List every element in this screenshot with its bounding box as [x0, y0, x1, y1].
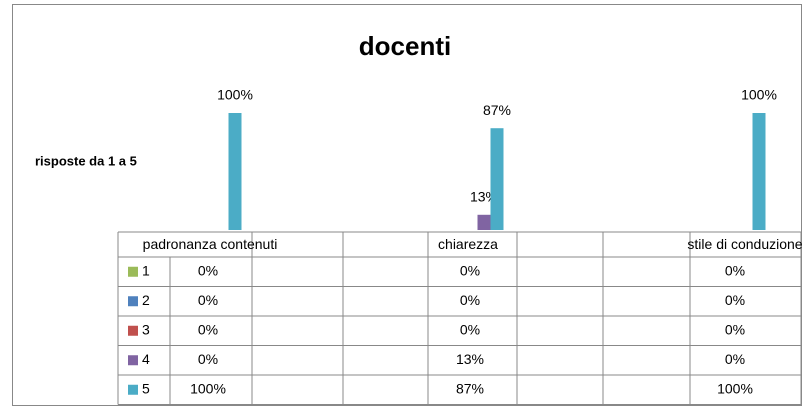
bar: [752, 113, 766, 230]
table-value: 0%: [198, 292, 218, 308]
data-label: 100%: [741, 87, 777, 103]
bar: [228, 113, 242, 230]
legend-label: 3: [142, 321, 150, 337]
table-value: 0%: [198, 351, 218, 367]
table-value: 0%: [725, 321, 745, 337]
category-label: stile di conduzione: [687, 236, 802, 252]
category-label: chiarezza: [438, 236, 498, 252]
legend-key: [128, 325, 138, 336]
table-value: 100%: [190, 380, 226, 396]
table-value: 0%: [460, 262, 480, 278]
table-value: 100%: [717, 380, 753, 396]
table-value: 0%: [460, 321, 480, 337]
table-value: 0%: [725, 292, 745, 308]
legend-key: [128, 296, 138, 307]
table-value: 0%: [198, 262, 218, 278]
y-axis-label: risposte da 1 a 5: [35, 153, 137, 168]
table-value: 87%: [456, 380, 484, 396]
table-value: 0%: [725, 262, 745, 278]
legend-label: 5: [142, 380, 150, 396]
legend-label: 1: [142, 262, 150, 278]
bar: [490, 128, 504, 230]
table-value: 13%: [456, 351, 484, 367]
category-label: padronanza contenuti: [143, 236, 278, 252]
table-value: 0%: [460, 292, 480, 308]
legend-key: [128, 384, 138, 395]
legend-key: [128, 355, 138, 366]
table-value: 0%: [725, 351, 745, 367]
chart-title: docenti: [359, 31, 451, 61]
legend-label: 2: [142, 292, 150, 308]
table-value: 0%: [198, 321, 218, 337]
data-label: 100%: [217, 87, 253, 103]
legend-key: [128, 266, 138, 277]
data-label: 87%: [483, 102, 511, 118]
bar: [477, 214, 491, 230]
chart-border: [12, 4, 802, 406]
legend-label: 4: [142, 351, 150, 367]
